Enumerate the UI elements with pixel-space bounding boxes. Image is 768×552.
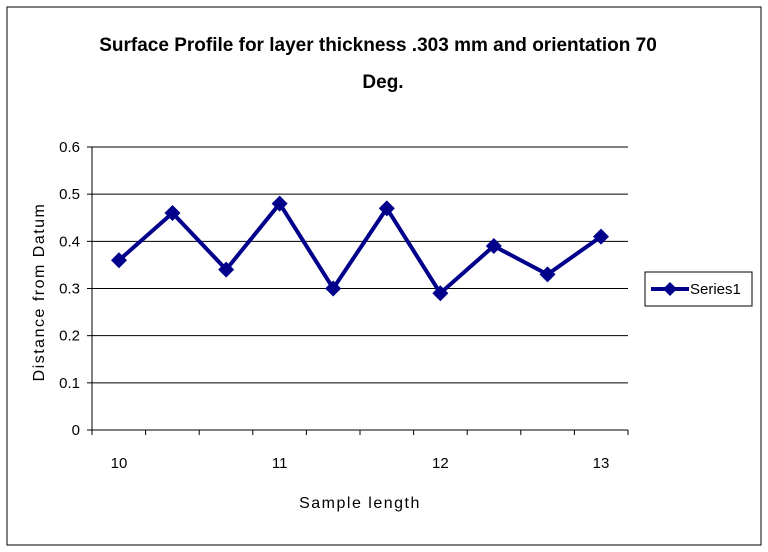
data-point-marker (325, 280, 342, 297)
series-layer (111, 195, 609, 302)
legend: Series1 (644, 271, 753, 307)
y-tick-label: 0.5 (59, 186, 80, 203)
legend-diamond-marker (663, 282, 677, 296)
y-tick-label: 0.1 (59, 375, 80, 392)
chart-border (6, 6, 762, 546)
data-point-marker (485, 238, 502, 255)
x-tick-label: 10 (111, 455, 128, 472)
gridlines (92, 146, 628, 384)
x-tick-label: 12 (432, 455, 449, 472)
data-point-marker (593, 228, 609, 245)
y-tick-label: 0 (72, 422, 80, 439)
chart-title-line-2: Deg. (362, 72, 403, 93)
data-point-marker (218, 261, 235, 278)
data-point-marker (539, 266, 556, 283)
y-axis-title: Distance from Datum (31, 203, 48, 382)
chart-title-line-1: Surface Profile for layer thickness .303… (99, 35, 657, 56)
legend-label-series-1: Series1 (690, 281, 741, 298)
tick-labels: 0 0.1 0.2 0.3 0.4 0.5 0.6 10 11 12 13 (59, 139, 609, 472)
data-point-marker (271, 195, 288, 212)
x-axis-title: Sample length (299, 495, 421, 512)
series-line-1 (117, 200, 603, 297)
y-tick-label: 0.4 (59, 233, 80, 250)
y-tick-label: 0.6 (59, 139, 80, 156)
axes (87, 146, 629, 435)
data-point-marker (378, 200, 395, 217)
data-point-marker (111, 252, 127, 269)
data-point-marker (164, 205, 181, 222)
y-tick-label: 0.3 (59, 281, 80, 298)
data-point-marker (432, 285, 449, 302)
x-tick-label: 13 (593, 455, 610, 472)
x-tick-label: 11 (272, 455, 288, 472)
y-tick-label: 0.2 (59, 328, 80, 345)
